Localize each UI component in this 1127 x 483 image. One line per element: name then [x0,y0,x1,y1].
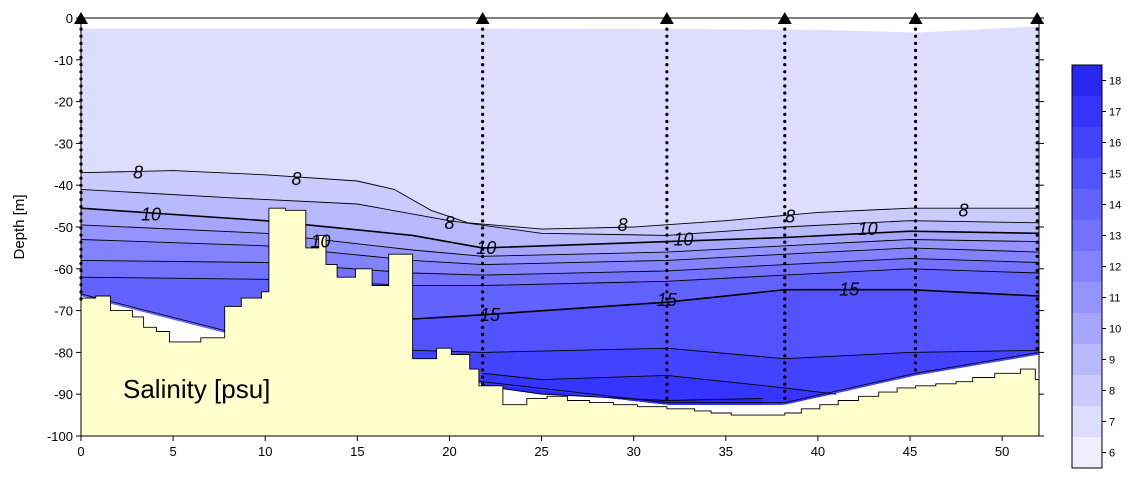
y-tick-label: 0 [66,11,73,26]
isohaline-17 [482,372,837,395]
colorbar-label: 16 [1109,138,1121,150]
axes: 0 -10 -20 -30 -40 -50 -60 -70 -80 -90 -100 0 5 10 15 20… [47,11,1044,459]
colorbar-band-17 [1072,96,1102,127]
colorbar-band-10 [1072,313,1102,344]
y-tick-label: -40 [54,178,73,193]
contour-label-text: 8 [785,207,795,227]
y-tick-label: -80 [54,345,73,360]
contour-label-text: 15 [839,280,860,300]
contour-label-8: 8 [618,215,628,235]
colorbar-band-8 [1072,375,1102,406]
colorbar-label: 7 [1109,417,1115,429]
x-tick-label: 15 [350,444,364,459]
colorbar-label: 14 [1109,200,1121,212]
x-tick-label: 30 [626,444,640,459]
colorbar-label: 15 [1109,169,1121,181]
x-tick-label: 20 [442,444,456,459]
colorbar-label: 6 [1109,448,1115,460]
colorbar-band-6 [1072,437,1102,468]
seabed-fill [81,208,1039,436]
colorbar-label: 13 [1109,231,1121,243]
contour-label-8: 8 [785,207,795,227]
contour-label-text: 8 [618,215,628,235]
colorbar-band-12 [1072,251,1102,282]
colorbar-band-11 [1072,282,1102,313]
y-axis-title: Depth [m] [11,194,28,259]
colorbar-band-7 [1072,406,1102,437]
contour-label-15: 15 [839,280,860,300]
contour-label-text: 10 [141,204,161,224]
contour-label-10: 10 [858,219,878,239]
contour-label-text: 8 [444,213,454,233]
colorbar-band-18 [1072,65,1102,96]
contour-label-8: 8 [133,163,143,183]
colorbar: 6 7 8 9 10 11 12 13 14 15 16 17 18 [1071,64,1121,469]
contour-label-10: 10 [310,232,330,252]
y-tick-label: -60 [54,262,73,277]
x-tick-label: 40 [811,444,825,459]
colorbar-label: 8 [1109,386,1115,398]
colorbar-band-15 [1072,158,1102,189]
y-tick-label: -20 [54,95,73,110]
contour-label-15: 15 [480,305,501,325]
contour-label-8: 8 [958,200,968,220]
contour-label-10: 10 [673,230,693,250]
x-tick-label: 25 [534,444,548,459]
x-tick-label: 5 [169,444,176,459]
colorbar-label: 17 [1109,107,1121,119]
colorbar-label: 12 [1109,262,1121,274]
y-tick-label: -100 [47,429,73,444]
x-tick-label: 0 [77,444,84,459]
contour-label-10: 10 [476,238,496,258]
colorbar-band-9 [1072,344,1102,375]
x-tick-label: 50 [995,444,1009,459]
salinity-band-17 [482,373,837,405]
colorbar-label: 10 [1109,324,1121,336]
contour-label-text: 8 [133,163,143,183]
contour-label-text: 8 [292,169,302,189]
contour-label-text: 10 [476,238,496,258]
colorbar-band-16 [1072,127,1102,158]
x-tick-label: 35 [719,444,733,459]
contour-label-text: 10 [310,232,330,252]
contour-label-text: 15 [480,305,501,325]
colorbar-label: 11 [1109,293,1120,305]
colorbar-band-13 [1072,220,1102,251]
y-tick-label: -10 [54,53,73,68]
contour-label-text: 10 [673,230,693,250]
x-tick-label: 10 [258,444,272,459]
isohaline-16 [412,347,1039,360]
contour-label-text: 8 [958,200,968,220]
contour-label-text: 10 [858,219,878,239]
x-tick-label: 45 [903,444,917,459]
contour-label-10: 10 [141,204,161,224]
isohaline-15 [412,288,1039,320]
isohaline-18 [482,385,763,401]
colorbar-band-14 [1072,189,1102,220]
contour-label-8: 8 [444,213,454,233]
seabed-line [81,207,1039,416]
isohaline-9 [81,188,1039,236]
y-tick-label: -70 [54,304,73,319]
y-tick-label: -90 [54,387,73,402]
contour-label-8: 8 [292,169,302,189]
panel-label: Salinity [psu] [123,374,270,404]
y-tick-label: -50 [54,220,73,235]
colorbar-label: 18 [1109,76,1121,88]
y-tick-label: -30 [54,136,73,151]
colorbar-label: 9 [1109,355,1115,367]
